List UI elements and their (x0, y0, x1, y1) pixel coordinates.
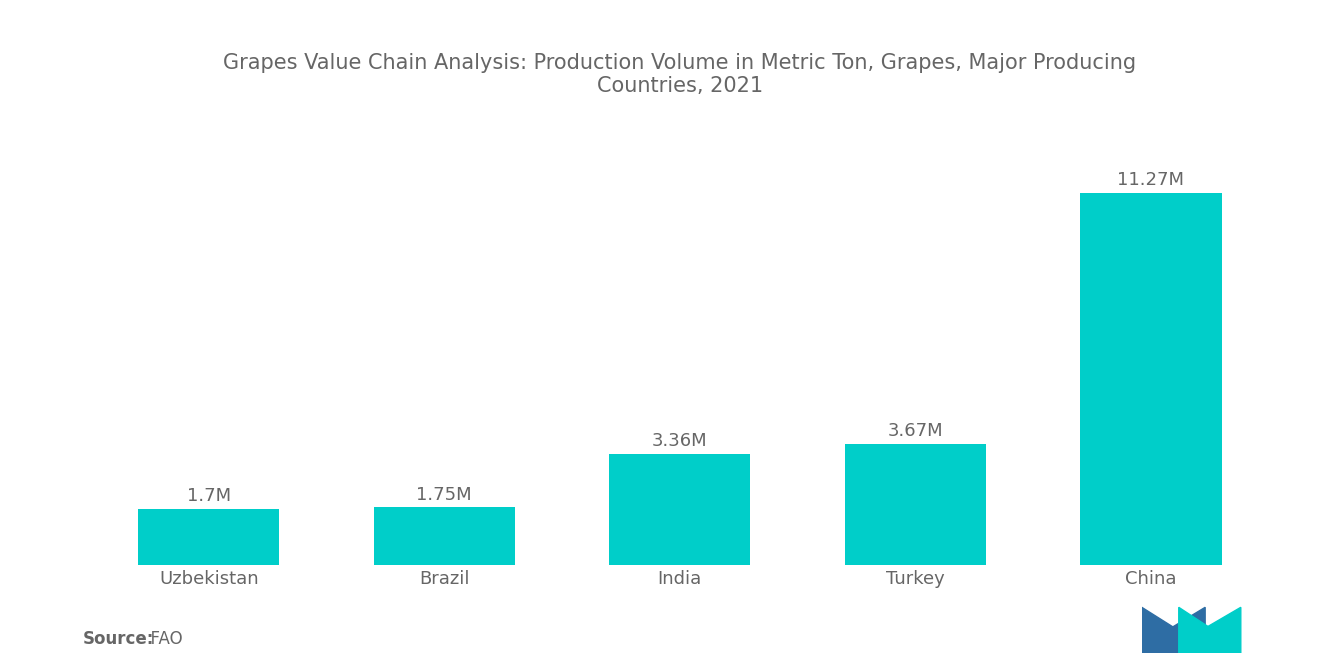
Bar (139, 509, 280, 565)
Bar (374, 507, 515, 565)
Text: 3.67M: 3.67M (887, 422, 944, 440)
Text: 3.36M: 3.36M (652, 432, 708, 450)
Text: 1.7M: 1.7M (186, 487, 231, 505)
Title: Grapes Value Chain Analysis: Production Volume in Metric Ton, Grapes, Major Prod: Grapes Value Chain Analysis: Production … (223, 53, 1137, 96)
Text: FAO: FAO (140, 630, 182, 648)
Bar (1080, 194, 1221, 565)
Polygon shape (1205, 607, 1241, 653)
Text: 1.75M: 1.75M (416, 485, 473, 503)
Polygon shape (1142, 607, 1175, 653)
Text: 11.27M: 11.27M (1117, 172, 1184, 190)
Text: Source:: Source: (83, 630, 154, 648)
Polygon shape (1179, 607, 1210, 653)
Bar (609, 454, 751, 565)
Bar (845, 444, 986, 565)
Polygon shape (1171, 607, 1205, 653)
